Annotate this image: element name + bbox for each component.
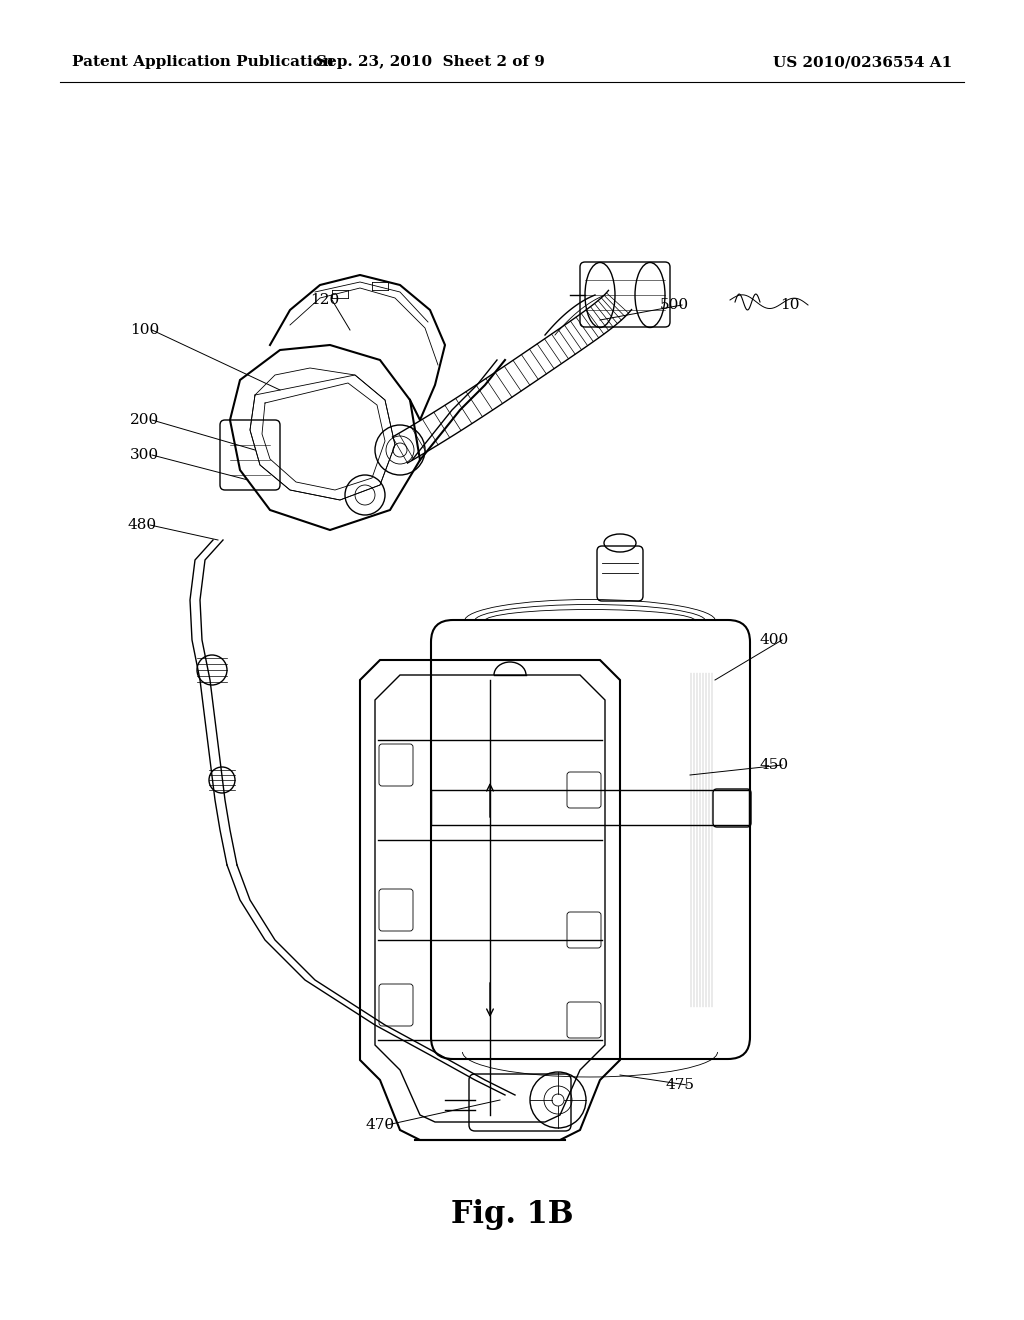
Text: 500: 500 xyxy=(660,298,689,312)
Text: 450: 450 xyxy=(760,758,790,772)
Text: 470: 470 xyxy=(365,1118,394,1133)
Text: 400: 400 xyxy=(760,634,790,647)
Text: 200: 200 xyxy=(130,413,160,426)
Text: 120: 120 xyxy=(310,293,339,308)
Text: 480: 480 xyxy=(128,517,157,532)
Text: 475: 475 xyxy=(665,1078,694,1092)
Text: 300: 300 xyxy=(130,447,159,462)
Text: 10: 10 xyxy=(780,298,800,312)
Text: Fig. 1B: Fig. 1B xyxy=(451,1200,573,1230)
Text: Sep. 23, 2010  Sheet 2 of 9: Sep. 23, 2010 Sheet 2 of 9 xyxy=(315,55,545,69)
Text: 100: 100 xyxy=(130,323,160,337)
Text: Patent Application Publication: Patent Application Publication xyxy=(72,55,334,69)
Text: US 2010/0236554 A1: US 2010/0236554 A1 xyxy=(773,55,952,69)
